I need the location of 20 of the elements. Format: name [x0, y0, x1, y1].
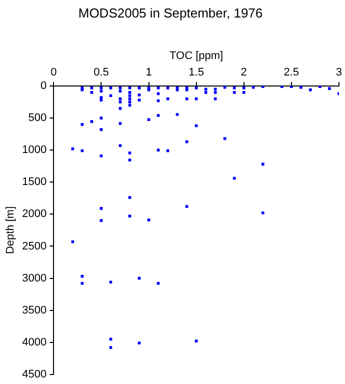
y-tick-label: 1500	[22, 176, 47, 188]
y-tick-label: 3000	[22, 272, 47, 284]
x-axis-title: TOC [ppm]	[170, 50, 224, 62]
x-tick-label: 1.5	[188, 66, 204, 78]
y-tick-label: 0	[40, 80, 47, 92]
y-tick-label: 500	[28, 112, 47, 124]
x-tick-label: 2.5	[284, 66, 300, 78]
x-tick-label: 0	[50, 66, 57, 78]
y-axis-title: Depth [m]	[4, 206, 17, 254]
y-tick-label: 3500	[22, 304, 47, 316]
x-tick-label: 0.5	[94, 66, 109, 78]
x-tick-label: 2	[240, 66, 247, 78]
y-tick-label: 2000	[22, 208, 47, 220]
chart-title: MODS2005 in September, 1976	[78, 5, 263, 20]
y-tick-label: 1000	[22, 144, 47, 156]
y-tick-label: 4000	[22, 336, 47, 348]
y-tick-label: 2500	[22, 240, 47, 252]
x-tick-label: 3	[336, 66, 342, 78]
y-tick-label: 4500	[22, 368, 47, 380]
x-tick-label: 1	[146, 66, 152, 78]
